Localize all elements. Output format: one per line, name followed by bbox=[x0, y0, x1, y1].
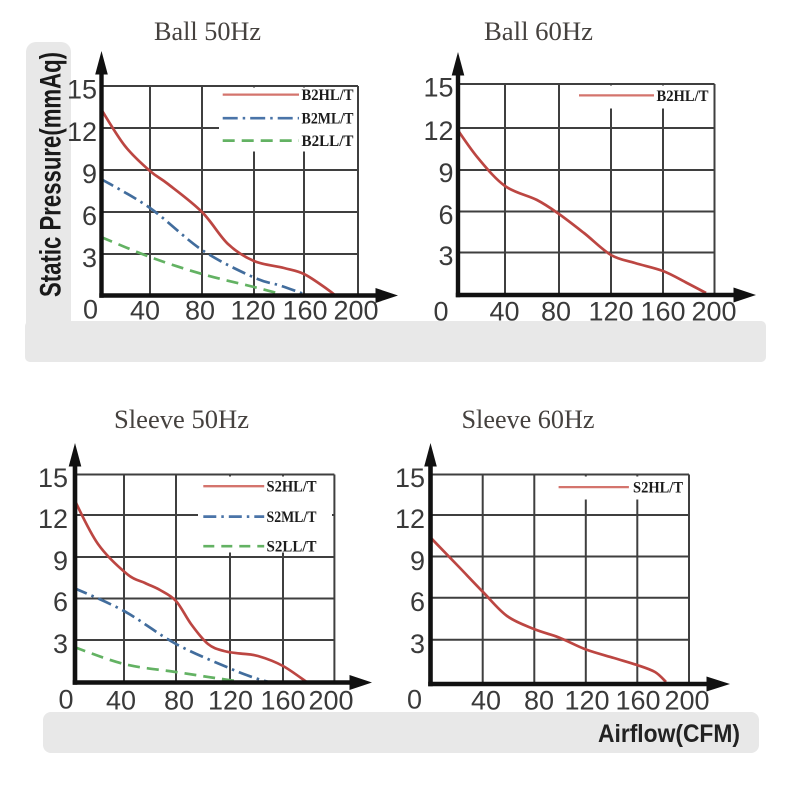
svg-text:9: 9 bbox=[410, 546, 425, 576]
svg-text:6: 6 bbox=[438, 200, 453, 230]
svg-text:Sleeve 60Hz: Sleeve 60Hz bbox=[462, 405, 595, 434]
svg-text:80: 80 bbox=[185, 296, 215, 326]
svg-text:12: 12 bbox=[38, 504, 68, 534]
svg-text:120: 120 bbox=[230, 296, 275, 326]
svg-text:40: 40 bbox=[106, 686, 136, 716]
svg-text:3: 3 bbox=[438, 241, 453, 271]
svg-text:15: 15 bbox=[395, 463, 425, 493]
svg-text:3: 3 bbox=[53, 629, 68, 659]
svg-text:6: 6 bbox=[410, 587, 425, 617]
svg-text:Sleeve 50Hz: Sleeve 50Hz bbox=[114, 405, 249, 434]
svg-text:6: 6 bbox=[82, 201, 97, 231]
svg-text:B2HL/T: B2HL/T bbox=[302, 87, 354, 104]
svg-text:200: 200 bbox=[691, 297, 736, 327]
svg-text:40: 40 bbox=[471, 686, 501, 716]
svg-text:160: 160 bbox=[260, 686, 305, 716]
svg-text:200: 200 bbox=[308, 686, 353, 716]
svg-text:120: 120 bbox=[208, 686, 253, 716]
svg-text:0: 0 bbox=[433, 297, 448, 327]
svg-text:B2ML/T: B2ML/T bbox=[302, 111, 354, 128]
svg-text:15: 15 bbox=[38, 463, 68, 493]
svg-text:15: 15 bbox=[67, 75, 97, 105]
svg-text:S2HL/T: S2HL/T bbox=[267, 479, 317, 496]
svg-text:9: 9 bbox=[82, 159, 97, 189]
svg-text:80: 80 bbox=[524, 686, 554, 716]
svg-text:120: 120 bbox=[564, 686, 609, 716]
svg-text:Ball 50Hz: Ball 50Hz bbox=[154, 17, 261, 46]
svg-text:S2ML/T: S2ML/T bbox=[267, 509, 317, 526]
svg-text:160: 160 bbox=[282, 296, 327, 326]
svg-text:120: 120 bbox=[588, 297, 633, 327]
svg-text:Ball 60Hz: Ball 60Hz bbox=[484, 17, 593, 46]
svg-text:9: 9 bbox=[53, 546, 68, 576]
svg-text:80: 80 bbox=[164, 686, 194, 716]
svg-text:0: 0 bbox=[83, 295, 98, 325]
svg-text:200: 200 bbox=[333, 296, 378, 326]
svg-text:12: 12 bbox=[423, 116, 453, 146]
svg-text:160: 160 bbox=[615, 686, 660, 716]
svg-text:3: 3 bbox=[82, 243, 97, 273]
svg-text:15: 15 bbox=[423, 73, 453, 103]
svg-text:3: 3 bbox=[410, 629, 425, 659]
svg-text:S2HL/T: S2HL/T bbox=[633, 480, 683, 497]
svg-text:12: 12 bbox=[395, 504, 425, 534]
svg-text:6: 6 bbox=[53, 587, 68, 617]
svg-text:40: 40 bbox=[489, 297, 519, 327]
svg-text:200: 200 bbox=[664, 686, 709, 716]
svg-text:9: 9 bbox=[438, 158, 453, 188]
svg-text:Airflow(CFM): Airflow(CFM) bbox=[598, 720, 740, 748]
svg-text:0: 0 bbox=[407, 685, 422, 715]
svg-text:B2HL/T: B2HL/T bbox=[657, 88, 709, 105]
svg-text:0: 0 bbox=[58, 685, 73, 715]
svg-text:40: 40 bbox=[130, 296, 160, 326]
svg-text:B2LL/T: B2LL/T bbox=[302, 133, 354, 150]
svg-text:S2LL/T: S2LL/T bbox=[267, 539, 317, 556]
svg-text:Static Pressure(mmAq): Static Pressure(mmAq) bbox=[35, 52, 68, 297]
svg-text:160: 160 bbox=[640, 297, 685, 327]
svg-text:12: 12 bbox=[67, 117, 97, 147]
svg-text:80: 80 bbox=[541, 297, 571, 327]
